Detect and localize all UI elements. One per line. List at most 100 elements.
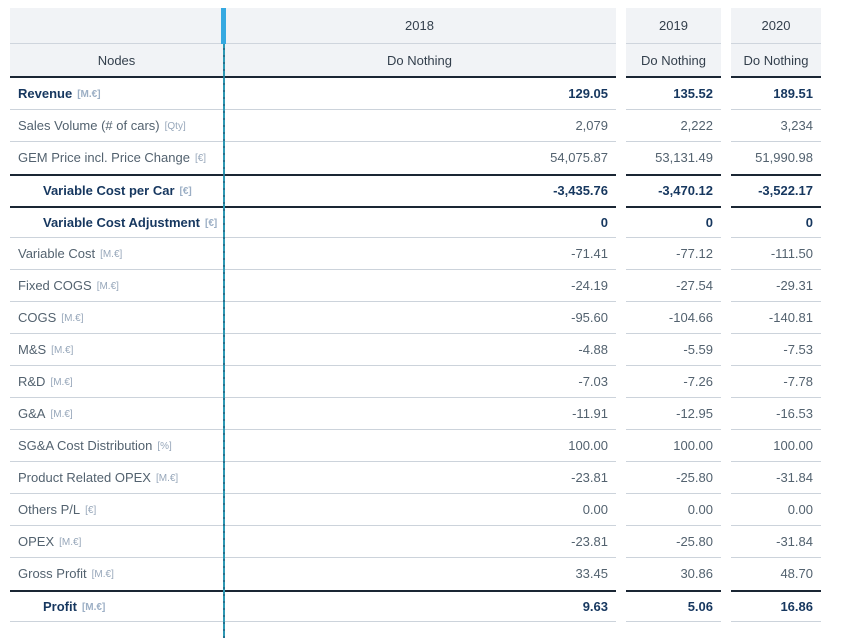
node-label-cell[interactable]: Variable Cost [M.€] (10, 238, 223, 270)
node-label-cell[interactable]: Gross Profit [M.€] (10, 558, 223, 590)
value-cell[interactable]: -4.88 (223, 334, 616, 366)
value-cell[interactable]: -25.80 (626, 526, 721, 558)
table-row: Product Related OPEX [M.€] -23.81 -25.80… (10, 462, 821, 494)
value-cell[interactable]: 189.51 (731, 78, 821, 110)
value-cell[interactable]: 9.63 (223, 590, 616, 622)
table-row: Others P/L [€] 0.00 0.00 0.00 (10, 494, 821, 526)
value-cell[interactable]: -25.80 (626, 462, 721, 494)
node-label-cell[interactable]: OPEX [M.€] (10, 526, 223, 558)
value-cell[interactable]: -11.91 (223, 398, 616, 430)
node-label-cell[interactable]: Product Related OPEX [M.€] (10, 462, 223, 494)
value-cell[interactable]: 0.00 (223, 494, 616, 526)
row-unit: [M.€] (59, 537, 82, 548)
node-label-cell[interactable]: R&D [M.€] (10, 366, 223, 398)
column-gap (616, 142, 626, 174)
value-cell[interactable]: 53,131.49 (655, 150, 713, 165)
column-gap (721, 430, 731, 462)
table-row: M&S [M.€] -4.88 -5.59 -7.53 (10, 334, 821, 366)
value-cell[interactable]: -77.12 (626, 238, 721, 270)
row-label: G&A (18, 406, 46, 421)
node-label-cell[interactable]: Variable Cost per Car [€] (10, 174, 223, 206)
value-cell[interactable]: 0.00 (731, 494, 821, 526)
node-label-cell[interactable]: SG&A Cost Distribution [%] (10, 430, 223, 462)
column-gap (616, 302, 626, 334)
node-label-cell[interactable]: COGS [M.€] (10, 302, 223, 334)
value-cell[interactable]: -3,435.76 (223, 174, 616, 206)
column-gap (616, 590, 626, 622)
value-cell[interactable]: 51,990.98 (755, 150, 813, 165)
value-cell[interactable]: 3,234 (731, 110, 821, 142)
scenario-header-2018[interactable]: Do Nothing (223, 44, 616, 78)
value-cell[interactable]: -71.41 (223, 238, 616, 270)
value-cell[interactable]: -140.81 (731, 302, 821, 334)
value-cell[interactable]: -104.66 (626, 302, 721, 334)
value-cell[interactable]: 30.86 (680, 566, 713, 581)
value-cell[interactable]: -31.84 (731, 526, 821, 558)
node-label-cell[interactable]: Fixed COGS [M.€] (10, 270, 223, 302)
column-gap (721, 462, 731, 494)
column-gap (721, 142, 731, 174)
node-label-cell[interactable]: GEM Price incl. Price Change [€] (10, 142, 223, 174)
node-label-cell[interactable]: Variable Cost Adjustment [€] (10, 206, 223, 238)
value-cell[interactable]: -3,470.12 (626, 174, 721, 206)
value-cell[interactable]: -24.19 (223, 270, 616, 302)
row-unit: [M.€] (77, 89, 101, 100)
value-cell[interactable]: -23.81 (223, 526, 616, 558)
row-label: Product Related OPEX (18, 470, 151, 485)
value-cell[interactable]: -16.53 (731, 398, 821, 430)
value-cell[interactable]: -7.53 (731, 334, 821, 366)
value-cell[interactable]: 0 (626, 206, 721, 238)
value-cell[interactable]: 0 (731, 206, 821, 238)
node-label-cell[interactable]: G&A [M.€] (10, 398, 223, 430)
column-gap (721, 398, 731, 430)
scenario-header-2019[interactable]: Do Nothing (626, 44, 721, 78)
column-gap (721, 174, 731, 206)
scenario-header-2020[interactable]: Do Nothing (731, 44, 821, 78)
value-cell[interactable]: 100.00 (626, 430, 721, 462)
value-cell[interactable]: -7.78 (731, 366, 821, 398)
value-cell[interactable]: 100.00 (223, 430, 616, 462)
node-label-cell[interactable]: Profit [M.€] (10, 590, 223, 622)
row-unit: [€] (205, 218, 218, 229)
column-gap (721, 526, 731, 558)
value-cell[interactable]: 0 (223, 206, 616, 238)
nodes-header-spacer (10, 8, 223, 44)
value-cell[interactable]: -111.50 (731, 238, 821, 270)
node-label-cell[interactable]: M&S [M.€] (10, 334, 223, 366)
value-cell[interactable]: 129.05 (223, 78, 616, 110)
value-cell[interactable]: 135.52 (626, 78, 721, 110)
node-label-cell[interactable]: Others P/L [€] (10, 494, 223, 526)
value-cell[interactable]: -23.81 (223, 462, 616, 494)
value-cell[interactable]: -7.26 (626, 366, 721, 398)
value-cell[interactable]: 5.06 (626, 590, 721, 622)
column-gap (616, 494, 626, 526)
value-cell[interactable]: -12.95 (626, 398, 721, 430)
value-cell[interactable]: -31.84 (731, 462, 821, 494)
value-cell[interactable]: -3,522.17 (731, 174, 821, 206)
row-unit: [M.€] (91, 569, 114, 580)
column-gap (721, 558, 731, 590)
row-label: Profit (43, 599, 77, 614)
value-cell[interactable]: -7.03 (223, 366, 616, 398)
node-label-cell[interactable]: Revenue [M.€] (10, 78, 223, 110)
value-cell[interactable]: 2,222 (626, 110, 721, 142)
value-cell[interactable]: 100.00 (731, 430, 821, 462)
column-gap (616, 462, 626, 494)
column-gap (721, 302, 731, 334)
column-gap (616, 78, 626, 110)
value-cell[interactable]: 33.45 (575, 566, 608, 581)
value-cell[interactable]: -5.59 (626, 334, 721, 366)
value-cell[interactable]: 2,079 (223, 110, 616, 142)
value-cell[interactable]: -29.31 (731, 270, 821, 302)
value-cell[interactable]: 54,075.87 (550, 150, 608, 165)
value-cell[interactable]: 48.70 (780, 566, 813, 581)
value-cell[interactable]: 0.00 (626, 494, 721, 526)
node-label-cell[interactable]: Sales Volume (# of cars) [Qty] (10, 110, 223, 142)
row-unit: [M.€] (100, 249, 123, 260)
row-label: Variable Cost Adjustment (43, 215, 200, 230)
year-header-2018: 2018 (223, 8, 616, 44)
value-cell[interactable]: 16.86 (731, 590, 821, 622)
column-gap (721, 366, 731, 398)
value-cell[interactable]: -95.60 (223, 302, 616, 334)
value-cell[interactable]: -27.54 (626, 270, 721, 302)
